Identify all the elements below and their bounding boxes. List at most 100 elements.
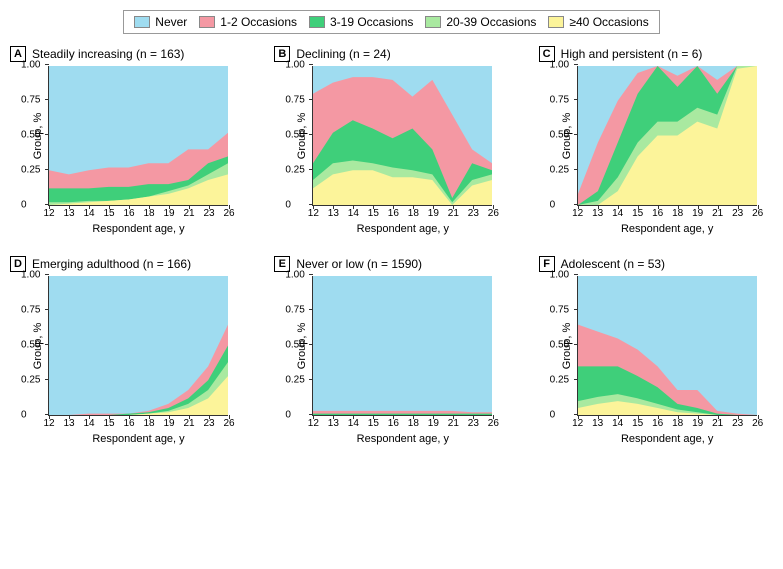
panel-title: CHigh and persistent (n = 6) xyxy=(539,46,773,62)
xtick-label: 23 xyxy=(468,208,479,219)
legend: Never1-2 Occasions3-19 Occasions20-39 Oc… xyxy=(123,10,659,34)
xtick-label: 14 xyxy=(612,418,623,429)
x-axis-label: Respondent age, y xyxy=(357,223,449,235)
panel: ENever or low (n = 1590)00.250.500.751.0… xyxy=(274,256,508,448)
xtick-label: 16 xyxy=(388,418,399,429)
xtick-mark xyxy=(353,205,354,209)
xtick-mark xyxy=(453,415,454,419)
ytick-mark xyxy=(45,379,49,380)
xtick-mark xyxy=(49,415,50,419)
xtick-label: 15 xyxy=(368,208,379,219)
xtick-label: 12 xyxy=(308,208,319,219)
xtick-mark xyxy=(49,205,50,209)
panel-subtitle: Declining (n = 24) xyxy=(296,47,390,61)
panel-title: DEmerging adulthood (n = 166) xyxy=(10,256,244,272)
ytick-mark xyxy=(45,169,49,170)
chart-area: 00.250.500.751.0012131415161819212326Gro… xyxy=(48,66,244,206)
xtick-mark xyxy=(189,205,190,209)
xtick-mark xyxy=(678,415,679,419)
xtick-label: 19 xyxy=(163,208,174,219)
y-axis-label: Group, % xyxy=(297,112,309,158)
y-axis-label: Group, % xyxy=(32,322,44,368)
xtick-mark xyxy=(169,205,170,209)
xtick-label: 18 xyxy=(143,208,154,219)
xtick-label: 12 xyxy=(43,418,54,429)
xtick-label: 21 xyxy=(183,418,194,429)
xtick-label: 26 xyxy=(752,208,763,219)
y-axis-label: Group, % xyxy=(561,322,573,368)
ytick-label: 1.00 xyxy=(285,60,304,71)
xtick-label: 18 xyxy=(672,418,683,429)
xtick-mark xyxy=(658,205,659,209)
xtick-mark xyxy=(678,205,679,209)
ytick-label: 0.25 xyxy=(21,165,40,176)
xtick-mark xyxy=(189,415,190,419)
legend-swatch xyxy=(309,16,325,28)
xtick-label: 19 xyxy=(692,418,703,429)
xtick-mark xyxy=(598,415,599,419)
panel-title: ASteadily increasing (n = 163) xyxy=(10,46,244,62)
ytick-mark xyxy=(574,169,578,170)
xtick-mark xyxy=(618,205,619,209)
ytick-mark xyxy=(309,274,313,275)
ytick-label: 0.75 xyxy=(285,305,304,316)
panel: CHigh and persistent (n = 6)00.250.500.7… xyxy=(539,46,773,238)
x-axis-label: Respondent age, y xyxy=(92,223,184,235)
xtick-label: 26 xyxy=(223,208,234,219)
ytick-mark xyxy=(574,64,578,65)
ytick-mark xyxy=(574,344,578,345)
xtick-label: 23 xyxy=(732,208,743,219)
ytick-mark xyxy=(309,169,313,170)
xtick-mark xyxy=(89,415,90,419)
ytick-label: 0.75 xyxy=(21,95,40,106)
panel: BDeclining (n = 24)00.250.500.751.001213… xyxy=(274,46,508,238)
ytick-label: 1.00 xyxy=(21,270,40,281)
xtick-mark xyxy=(209,205,210,209)
panel-subtitle: Never or low (n = 1590) xyxy=(296,257,422,271)
xtick-mark xyxy=(109,415,110,419)
xtick-mark xyxy=(373,205,374,209)
xtick-mark xyxy=(373,415,374,419)
xtick-label: 19 xyxy=(428,208,439,219)
panel-subtitle: Emerging adulthood (n = 166) xyxy=(32,257,191,271)
ytick-label: 0.25 xyxy=(550,165,569,176)
xtick-label: 12 xyxy=(43,208,54,219)
ytick-label: 0 xyxy=(550,200,556,211)
panel-title: ENever or low (n = 1590) xyxy=(274,256,508,272)
xtick-label: 13 xyxy=(63,208,74,219)
stacked-area-svg xyxy=(578,276,757,415)
ytick-label: 0 xyxy=(285,410,291,421)
xtick-label: 16 xyxy=(652,208,663,219)
xtick-label: 26 xyxy=(752,418,763,429)
xtick-label: 19 xyxy=(163,418,174,429)
xtick-label: 16 xyxy=(652,418,663,429)
ytick-mark xyxy=(574,379,578,380)
x-axis-label: Respondent age, y xyxy=(621,223,713,235)
xtick-label: 21 xyxy=(448,418,459,429)
xtick-mark xyxy=(638,415,639,419)
stacked-area-svg xyxy=(49,66,228,205)
ytick-label: 0 xyxy=(285,200,291,211)
xtick-mark xyxy=(658,415,659,419)
ytick-mark xyxy=(309,134,313,135)
legend-swatch xyxy=(548,16,564,28)
panel: ASteadily increasing (n = 163) 00.250.500… xyxy=(10,46,244,238)
legend-label: Never xyxy=(155,15,187,29)
panel: FAdolescent (n = 53)00.250.500.751.00121… xyxy=(539,256,773,448)
xtick-mark xyxy=(149,205,150,209)
ytick-label: 0.25 xyxy=(285,375,304,386)
xtick-label: 15 xyxy=(368,418,379,429)
ytick-mark xyxy=(574,99,578,100)
xtick-label: 26 xyxy=(488,418,499,429)
xtick-label: 21 xyxy=(712,208,723,219)
plot: 00.250.500.751.0012131415161819212326Gro… xyxy=(48,276,228,416)
ytick-mark xyxy=(45,344,49,345)
legend-swatch xyxy=(425,16,441,28)
xtick-mark xyxy=(313,415,314,419)
y-axis-label: Group, % xyxy=(32,112,44,158)
xtick-mark xyxy=(493,415,494,419)
legend-label: 20-39 Occasions xyxy=(446,15,536,29)
xtick-mark xyxy=(493,205,494,209)
xtick-mark xyxy=(229,205,230,209)
xtick-mark xyxy=(129,415,130,419)
